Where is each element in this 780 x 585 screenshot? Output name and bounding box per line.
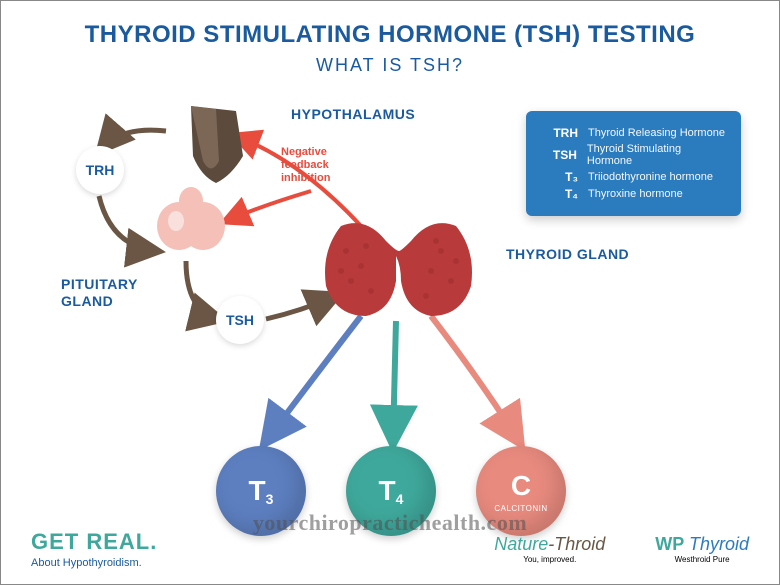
negative-feedback-label: Negative feedback inhibition <box>281 146 361 186</box>
getreal-title: GET REAL. <box>31 529 157 555</box>
pituitary-shape <box>151 186 231 256</box>
hypothalamus-label: HYPOTHALAMUS <box>291 106 415 122</box>
page-subtitle: WHAT IS TSH? <box>1 55 779 76</box>
page-title: THYROID STIMULATING HORMONE (TSH) TESTIN… <box>1 21 779 49</box>
brand-wp-thyroid: WP Thyroid Westhroid Pure <box>655 534 749 564</box>
legend-row: TRHThyroid Releasing Hormone <box>542 126 725 140</box>
trh-node: TRH <box>76 146 124 194</box>
tsh-node: TSH <box>216 296 264 344</box>
getreal-sub: About Hypothyroidism. <box>31 557 157 569</box>
diagram-canvas: TRH TSH HYPOTHALAMUS PITUITARY GLAND THY… <box>1 101 780 501</box>
legend-row: TSHThyroid Stimulating Hormone <box>542 143 725 167</box>
pituitary-label: PITUITARY GLAND <box>61 276 151 310</box>
brand-nature-throid: Nature-Throid You, improved. <box>494 534 605 564</box>
footer-bar: GET REAL. About Hypothyroidism. Nature-T… <box>1 514 779 584</box>
getreal-block: GET REAL. About Hypothyroidism. <box>31 529 157 569</box>
legend-row: T₄Thyroxine hormone <box>542 187 725 201</box>
legend-row: T₃Triiodothyronine hormone <box>542 170 725 184</box>
thyroid-label: THYROID GLAND <box>506 246 629 262</box>
thyroid-shape <box>311 211 481 331</box>
legend-box: TRHThyroid Releasing Hormone TSHThyroid … <box>526 111 741 216</box>
